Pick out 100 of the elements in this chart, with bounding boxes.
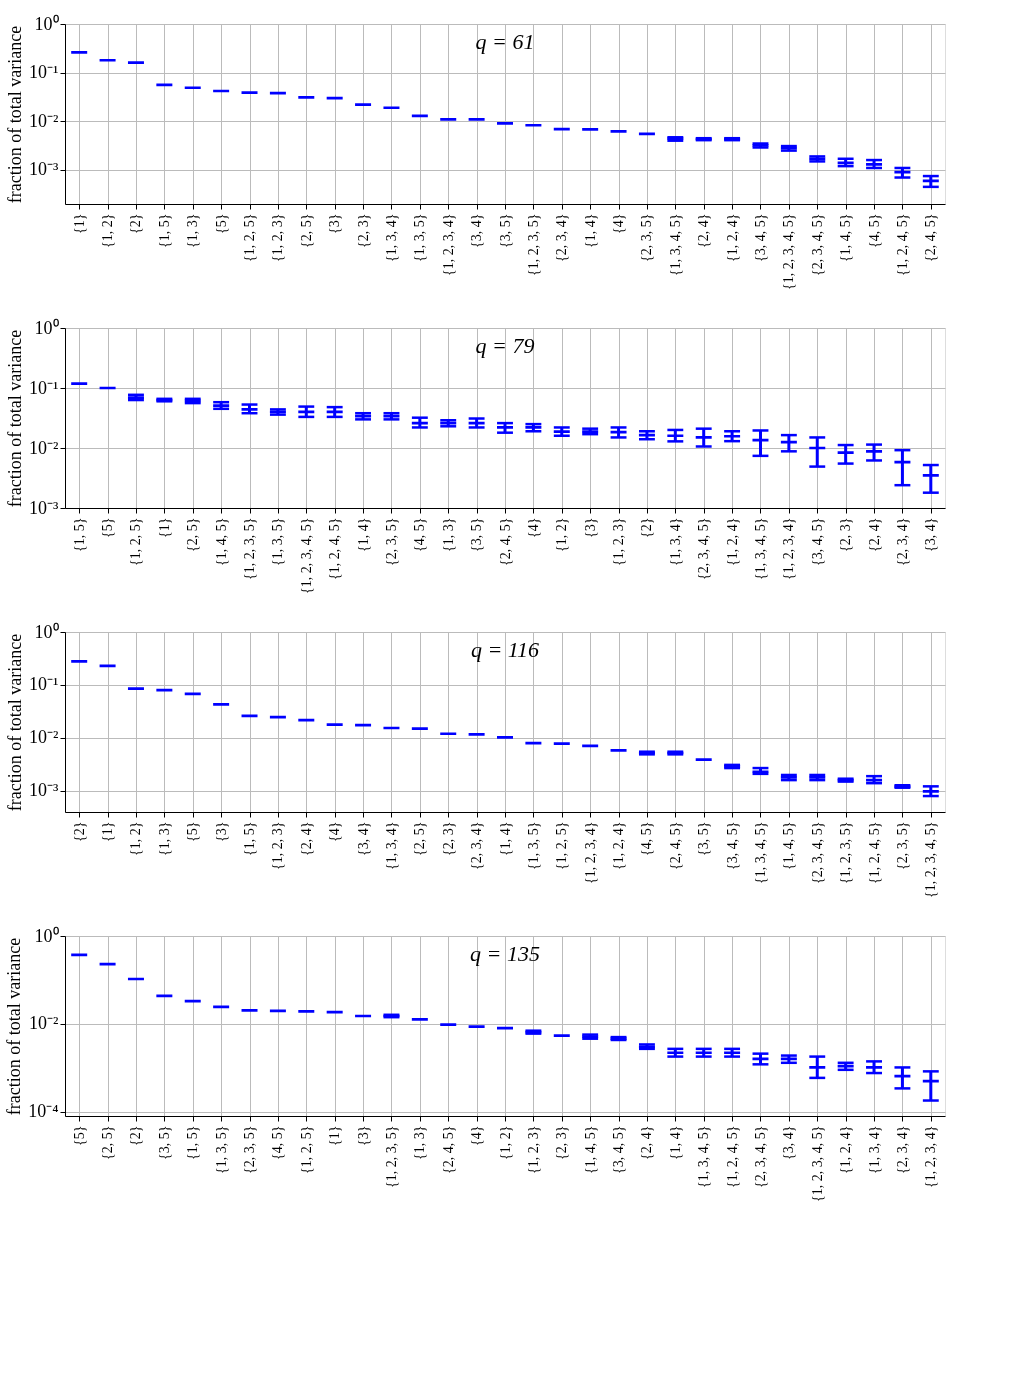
x-tick-label: {2, 3, 5} <box>242 1125 258 1174</box>
x-tick-label: {2, 3, 4, 5} <box>696 517 712 580</box>
x-tick-label: {1, 4, 5} <box>781 821 797 870</box>
x-tick-label: {1, 2, 3, 5} <box>525 213 541 276</box>
x-tick-label: {2, 4, 5} <box>497 517 513 566</box>
x-tick-label: {1, 3} <box>440 517 456 552</box>
x-tick-label: {1} <box>100 821 116 842</box>
x-tick-label: {2} <box>128 213 144 234</box>
x-tick-label: {1, 2, 3, 4, 5} <box>781 213 797 290</box>
x-tick-label: {1, 2, 3, 4, 5} <box>298 517 314 594</box>
x-tick-label: {1, 2, 4} <box>724 517 740 566</box>
x-tick-label: {4} <box>469 1125 485 1146</box>
x-tick-label: {3, 4} <box>469 213 485 248</box>
x-tick-label: {1, 2, 3} <box>525 1125 541 1174</box>
chart-title: q = 61 <box>475 29 535 54</box>
y-tick-label: 10⁻³ <box>29 780 60 801</box>
x-tick-label: {2, 4} <box>298 821 314 856</box>
x-tick-label: {3, 5} <box>469 517 485 552</box>
y-axis-title: fraction of total variance <box>5 633 26 812</box>
x-tick-label: {3, 5} <box>497 213 513 248</box>
y-tick-label: 10⁻² <box>29 1013 59 1034</box>
x-tick-label: {3} <box>327 213 343 234</box>
x-tick-label: {2, 4, 5} <box>667 821 683 870</box>
x-tick-label: {1, 2} <box>554 517 570 552</box>
y-tick-label: 10⁰ <box>34 925 59 946</box>
x-tick-label: {4, 5} <box>412 517 428 552</box>
x-tick-label: {1, 4, 5} <box>213 517 229 566</box>
x-tick-label: {1, 4, 5} <box>582 1125 598 1174</box>
x-tick-label: {1, 2, 3, 4, 5} <box>809 1125 825 1202</box>
x-tick-label: {2, 4} <box>866 517 882 552</box>
x-tick-label: {4} <box>525 517 541 538</box>
x-tick-label: {2, 3, 4, 5} <box>809 821 825 884</box>
x-tick-label: {1} <box>327 1125 343 1146</box>
x-tick-label: {4, 5} <box>639 821 655 856</box>
x-tick-label: {3, 4, 5} <box>752 213 768 262</box>
x-tick-label: {2, 3, 4, 5} <box>752 1125 768 1188</box>
x-tick-label: {1, 2, 3, 5} <box>242 517 258 580</box>
y-tick-label: 10⁰ <box>34 621 59 642</box>
x-tick-label: {1, 2, 5} <box>128 517 144 566</box>
x-tick-label: {1, 2, 4, 5} <box>894 213 910 276</box>
x-tick-label: {1} <box>156 517 172 538</box>
x-tick-label: {1, 3, 4, 5} <box>752 821 768 884</box>
x-tick-label: {2, 4, 5} <box>440 1125 456 1174</box>
x-tick-label: {3, 4, 5} <box>724 821 740 870</box>
x-tick-label: {1, 5} <box>71 517 87 552</box>
y-tick-label: 10⁻³ <box>29 497 60 518</box>
chart-title: q = 79 <box>475 333 535 358</box>
x-tick-label: {1, 2, 5} <box>554 821 570 870</box>
x-tick-label: {1, 3, 4} <box>866 1125 882 1174</box>
x-tick-label: {1, 3, 4} <box>383 821 399 870</box>
x-tick-label: {2, 5} <box>100 1125 116 1160</box>
y-tick-label: 10⁻² <box>29 437 59 458</box>
x-tick-label: {1, 4} <box>497 821 513 856</box>
x-tick-label: {3, 5} <box>156 1125 172 1160</box>
x-tick-label: {1, 4} <box>355 517 371 552</box>
x-tick-label: {1} <box>71 213 87 234</box>
x-tick-label: {1, 3, 4} <box>383 213 399 262</box>
x-tick-label: {5} <box>71 1125 87 1146</box>
x-tick-label: {1, 5} <box>156 213 172 248</box>
x-tick-label: {1, 2, 3, 5} <box>838 821 854 884</box>
x-tick-label: {1, 2, 3, 4} <box>582 821 598 884</box>
x-tick-label: {1, 3} <box>185 213 201 248</box>
x-tick-label: {1, 3, 5} <box>412 213 428 262</box>
x-tick-label: {1, 2, 4, 5} <box>327 517 343 580</box>
x-tick-label: {2, 3} <box>838 517 854 552</box>
x-tick-label: {1, 4} <box>667 1125 683 1160</box>
y-tick-label: 10⁻¹ <box>29 674 59 695</box>
x-tick-label: {2, 3, 4} <box>469 821 485 870</box>
x-tick-label: {3, 4} <box>781 1125 797 1160</box>
x-tick-label: {2, 3, 5} <box>639 213 655 262</box>
x-tick-label: {1, 2, 3} <box>611 517 627 566</box>
x-tick-label: {3} <box>582 517 598 538</box>
x-tick-label: {3, 4, 5} <box>809 517 825 566</box>
x-tick-label: {1, 2, 5} <box>298 1125 314 1174</box>
x-tick-label: {2, 5} <box>298 213 314 248</box>
y-tick-label: 10⁰ <box>34 13 59 34</box>
x-tick-label: {4, 5} <box>866 213 882 248</box>
x-tick-label: {2} <box>71 821 87 842</box>
x-tick-label: {1, 2, 3, 4} <box>440 213 456 276</box>
y-tick-label: 10⁻⁴ <box>28 1101 59 1122</box>
x-tick-label: {2, 3, 4} <box>554 213 570 262</box>
x-tick-label: {1, 2} <box>100 213 116 248</box>
x-tick-label: {3, 4} <box>355 821 371 856</box>
x-tick-label: {1, 3} <box>412 1125 428 1160</box>
x-tick-label: {5} <box>100 517 116 538</box>
x-tick-label: {1, 2, 4, 5} <box>724 1125 740 1188</box>
x-tick-label: {1, 3} <box>156 821 172 856</box>
x-tick-label: {1, 2, 3, 4} <box>923 1125 939 1188</box>
y-tick-label: 10⁰ <box>34 317 59 338</box>
y-tick-label: 10⁻³ <box>29 159 60 180</box>
x-tick-label: {2, 5} <box>185 517 201 552</box>
x-tick-label: {5} <box>213 213 229 234</box>
y-tick-label: 10⁻¹ <box>29 62 59 83</box>
y-axis-title: fraction of total variance <box>4 937 25 1116</box>
x-tick-label: {1, 2, 3, 4} <box>781 517 797 580</box>
chart-title: q = 116 <box>470 637 540 662</box>
x-tick-label: {1, 2} <box>497 1125 513 1160</box>
x-tick-label: {1, 2, 3, 4, 5} <box>923 821 939 898</box>
y-axis-title: fraction of total variance <box>5 329 26 508</box>
y-tick-label: 10⁻¹ <box>29 377 59 398</box>
